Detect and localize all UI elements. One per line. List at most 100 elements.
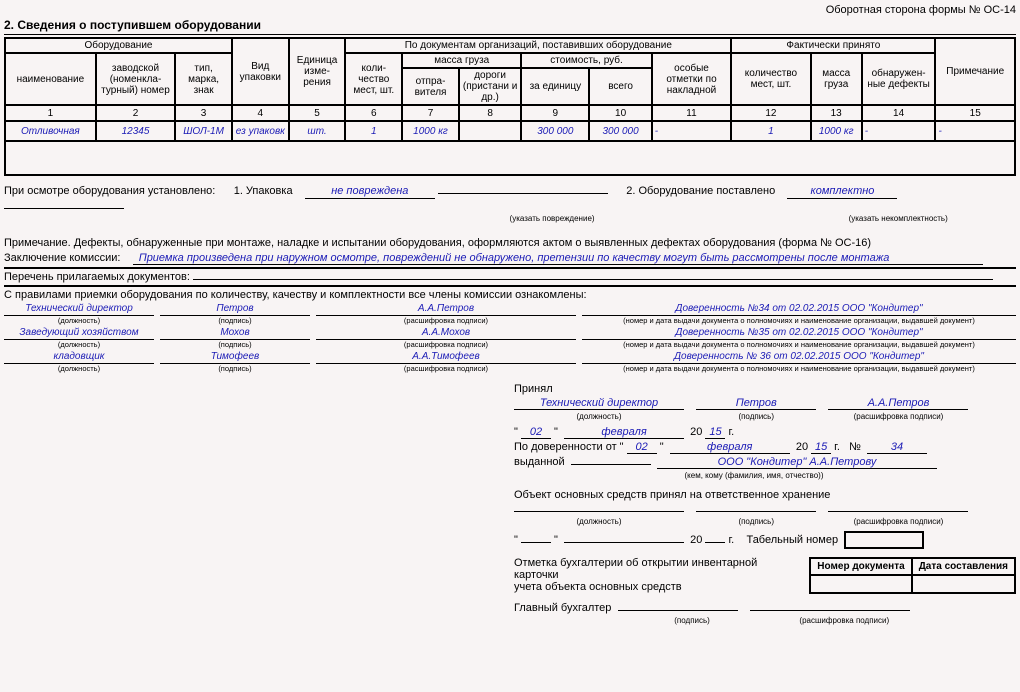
th-cost: стоимость, руб. [521,53,651,68]
th-qty: коли- чество мест, шт. [345,53,402,105]
idx-4: 4 [232,105,289,121]
issued-hint: (кем, кому (фамилия, имя, отчество)) [514,471,994,480]
comm-sign: Мохов [160,327,310,340]
storage-label: Объект основных средств принял на ответс… [514,489,1016,501]
proxy-day: 02 [627,441,657,454]
cell-type: ШОЛ-1М [175,121,232,141]
comm-deciph: А.А.Тимофеев [316,351,576,364]
comm-doc: Доверенность №34 от 02.02.2015 ООО "Конд… [582,303,1016,316]
note-text: Примечание. Дефекты, обнаруженные при мо… [4,236,1016,250]
cell-unit: шт. [289,121,346,141]
idx-9: 9 [521,105,589,121]
table-row: Отливочная 12345 ШОЛ-1М ез упаковк шт. 1… [5,121,1015,141]
th-name: наименование [5,53,96,105]
accept-deciph: А.А.Петров [828,397,968,410]
commission-row: Заведующий хозяйством(должность)Мохов(по… [4,327,1016,349]
proxy-no: 34 [867,441,927,454]
idx-2: 2 [96,105,175,121]
hint-sign2: (подпись) [696,517,816,526]
comm-deciph: А.А.Петров [316,303,576,316]
cell-pack: ез упаковк [232,121,289,141]
cell-aqty: 1 [731,121,810,141]
cell-mass-sender: 1000 кг [402,121,459,141]
th-mass-sender: отпра- вителя [402,68,459,105]
idx-5: 5 [289,105,346,121]
chief-acc: Главный бухгалтер [514,602,611,614]
rules-text: С правилами приемки оборудования по коли… [4,289,1016,301]
commission-row: кладовщик(должность)Тимофеев(подпись)А.А… [4,351,1016,373]
insp-l1-val: не повреждена [305,184,435,199]
commission-row: Технический директор(должность)Петров(по… [4,303,1016,325]
th-actual: Фактически принято [731,38,935,53]
accept-sign: Петров [696,397,816,410]
accept-label: Принял [514,383,1016,395]
comm-pos: Технический директор [4,303,154,316]
insp-l1: 1. Упаковка [234,185,293,197]
hint-deciph2: (расшифровка подписи) [828,517,968,526]
hint-sign: (подпись) [696,412,816,421]
th-mass-road: дороги (пристани и др.) [459,68,521,105]
idx-1: 1 [5,105,96,121]
cell-note: - [935,121,1015,141]
cell-special: - [652,121,731,141]
comm-doc: Доверенность №35 от 02.02.2015 ООО "Конд… [582,327,1016,340]
th-amass: масса груза [811,53,862,105]
th-factory: заводской (номенкла- турный) номер [96,53,175,105]
th-special: особые отметки по накладной [652,53,731,105]
accept-month: февраля [564,426,684,439]
attachments-label: Перечень прилагаемых документов: [4,271,190,283]
form-header: Оборотная сторона формы № ОС-14 [4,4,1016,16]
hint-deciph: (расшифровка подписи) [828,412,968,421]
cell-defects: - [862,121,936,141]
th-bydocs: По документам организаций, поставивших о… [345,38,731,53]
idx-8: 8 [459,105,521,121]
idx-3: 3 [175,105,232,121]
comm-sign: Тимофеев [160,351,310,364]
th-pack: Вид упаковки [232,38,289,105]
cell-cost-unit: 300 000 [521,121,589,141]
comm-doc: Доверенность № 36 от 02.02.2015 ООО "Кон… [582,351,1016,364]
conclusion-label: Заключение комиссии: [4,252,120,264]
idx-7: 7 [402,105,459,121]
proxy-label: По доверенности от [514,441,617,453]
th-cost-total: всего [589,68,651,105]
th-type: тип, марка, знак [175,53,232,105]
idx-10: 10 [589,105,651,121]
th-equipment: Оборудование [5,38,232,53]
pno-label: № [849,441,861,453]
idx-15: 15 [935,105,1015,121]
cell-qty: 1 [345,121,402,141]
cell-name: Отливочная [5,121,96,141]
th-mass: масса груза [402,53,521,68]
th-unit: Единица изме- рения [289,38,346,105]
table-blank [4,142,1016,176]
equipment-table: Оборудование Вид упаковки Единица изме- … [4,37,1016,142]
th-defects: обнаружен- ные дефекты [862,53,936,105]
cell-amass: 1000 кг [811,121,862,141]
hint-sign3: (подпись) [632,616,752,625]
idx-6: 6 [345,105,402,121]
idx-12: 12 [731,105,810,121]
hint-pos2: (должность) [514,517,684,526]
cell-mass-road [459,121,521,141]
accept-block: Принял Технический директор Петров А.А.П… [514,383,1016,628]
cell-factory: 12345 [96,121,175,141]
insp-l2-hint: (указать некомплектность) [808,214,988,224]
insp-prefix: При осмотре оборудования установлено: [4,185,215,197]
acct-c2 [912,575,1015,593]
acct-h1: Номер документа [810,558,911,575]
comm-pos: кладовщик [4,351,154,364]
comm-deciph: А.А.Мохов [316,327,576,340]
th-note: Примечание [935,38,1015,105]
hint-deciph3: (расшифровка подписи) [764,616,924,625]
idx-14: 14 [862,105,936,121]
accept-pos: Технический директор [514,397,684,410]
tab-box [844,531,924,549]
hint-pos: (должность) [514,412,684,421]
idx-11: 11 [652,105,731,121]
acct-c1 [810,575,911,593]
issued-val: ООО "Кондитер" А.А.Петрову [657,456,937,469]
comm-sign: Петров [160,303,310,316]
accept-day: 02 [521,426,551,439]
idx-13: 13 [811,105,862,121]
